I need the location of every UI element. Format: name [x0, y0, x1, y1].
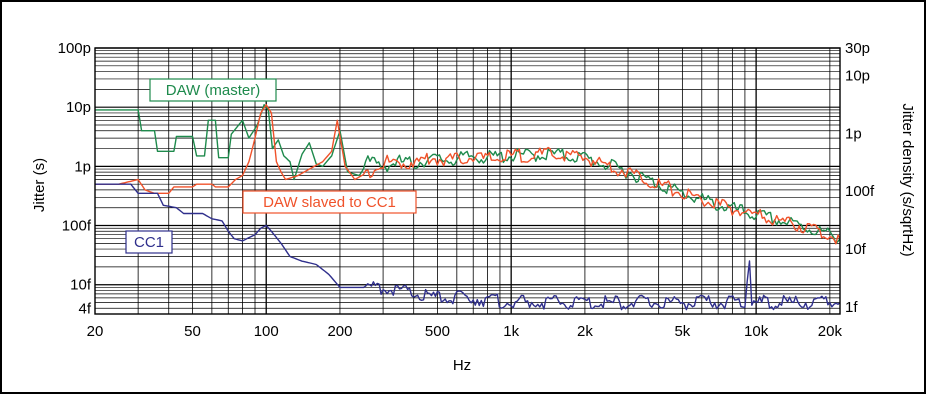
x-tick-label: 5k — [674, 323, 690, 340]
y-axis-label-right: Jitter density (s/sqrtHz) — [899, 103, 916, 256]
y-tick-label-left: 100p — [58, 40, 91, 57]
y-tick-label-right: 100f — [845, 183, 875, 200]
y-tick-label-left: 4f — [78, 300, 91, 317]
plot-border — [94, 47, 841, 315]
x-axis-label: Hz — [453, 357, 471, 374]
series-label-box — [149, 78, 277, 102]
series-label-cc1: CC1 — [134, 234, 164, 251]
x-tick-label: 20 — [87, 323, 104, 340]
x-tick-label: 20k — [818, 323, 843, 340]
y-tick-label-left: 100f — [62, 218, 92, 235]
series-line-daw-slaved — [95, 104, 841, 245]
series-line-daw-master — [95, 104, 841, 244]
axes: 20 50 100 200 500 1k 2k 5k 10k 20k 100p 10p 1p 100f 10… — [58, 40, 875, 340]
x-tick-label: 200 — [327, 323, 352, 340]
y-tick-label-right: 30p — [845, 40, 870, 57]
annotations: DAW (master) DAW slaved to CC1 CC1 — [125, 78, 417, 254]
labels: Hz Jitter (s) Jitter density (s/sqrtHz) — [31, 103, 916, 374]
x-tick-label: 10k — [744, 323, 769, 340]
series-label-box — [125, 230, 173, 254]
series-label-daw-master: DAW (master) — [166, 82, 260, 99]
y-tick-label-left: 1p — [74, 158, 91, 175]
series-label-box — [242, 190, 417, 214]
x-tick-label: 500 — [425, 323, 450, 340]
y-tick-label-right: 10p — [845, 68, 870, 85]
x-tick-label: 50 — [184, 323, 201, 340]
series-line-cc1 — [95, 183, 841, 311]
y-tick-label-left: 10p — [66, 99, 91, 116]
y-tick-label-left: 10f — [70, 277, 92, 294]
x-tick-label: 2k — [577, 323, 593, 340]
x-tick-label: 100 — [254, 323, 279, 340]
series-label-daw-slaved: DAW slaved to CC1 — [263, 194, 396, 211]
y-tick-label-right: 10f — [845, 241, 867, 258]
y-tick-label-right: 1f — [845, 299, 858, 316]
y-tick-label-right: 1p — [845, 125, 862, 142]
y-axis-label-left: Jitter (s) — [31, 158, 48, 212]
x-tick-label: 1k — [503, 323, 519, 340]
series-group — [95, 104, 841, 311]
